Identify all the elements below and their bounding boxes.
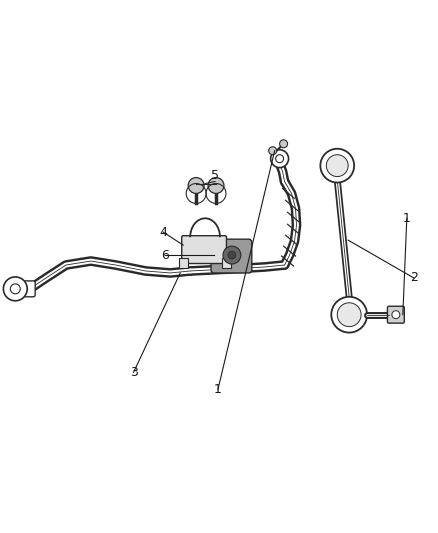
Circle shape: [271, 150, 289, 168]
Circle shape: [268, 147, 277, 155]
Text: 4: 4: [159, 225, 167, 239]
Circle shape: [276, 155, 283, 163]
Text: 1: 1: [403, 212, 411, 225]
Circle shape: [188, 177, 204, 193]
FancyBboxPatch shape: [388, 306, 404, 323]
Text: 2: 2: [410, 271, 418, 285]
Circle shape: [11, 284, 20, 294]
Text: 5: 5: [211, 169, 219, 182]
Circle shape: [320, 149, 354, 182]
FancyBboxPatch shape: [223, 257, 231, 269]
Circle shape: [326, 155, 348, 176]
Circle shape: [223, 246, 241, 264]
FancyBboxPatch shape: [179, 257, 188, 269]
FancyBboxPatch shape: [211, 239, 252, 273]
Circle shape: [279, 140, 288, 148]
FancyBboxPatch shape: [182, 236, 226, 263]
Circle shape: [392, 311, 400, 319]
Text: 3: 3: [130, 366, 138, 379]
FancyBboxPatch shape: [17, 281, 35, 297]
Text: 6: 6: [162, 248, 169, 262]
Circle shape: [228, 251, 236, 259]
Circle shape: [4, 277, 27, 301]
Circle shape: [331, 297, 367, 333]
Circle shape: [208, 177, 224, 193]
Text: 1: 1: [214, 383, 222, 395]
Circle shape: [337, 303, 361, 327]
